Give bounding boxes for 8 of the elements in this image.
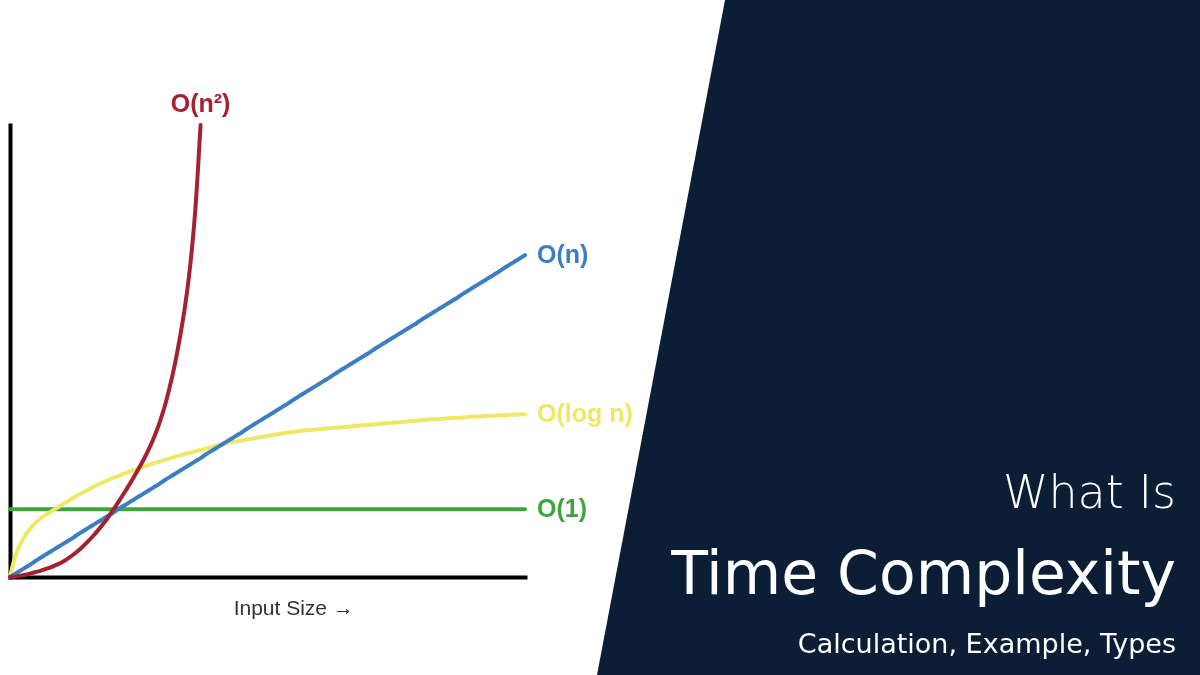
series-label: O(n²): [170, 89, 231, 117]
text: What Is: [1001, 464, 1176, 521]
text: Calculation, Example, Types: [796, 627, 1176, 661]
series-label: O(n): [537, 240, 589, 269]
text: Time Complexity: [671, 537, 1176, 610]
series-label: O(log n): [537, 399, 633, 428]
series-label: O(1): [537, 494, 587, 523]
x-axis-title: Input Size →: [233, 595, 354, 619]
